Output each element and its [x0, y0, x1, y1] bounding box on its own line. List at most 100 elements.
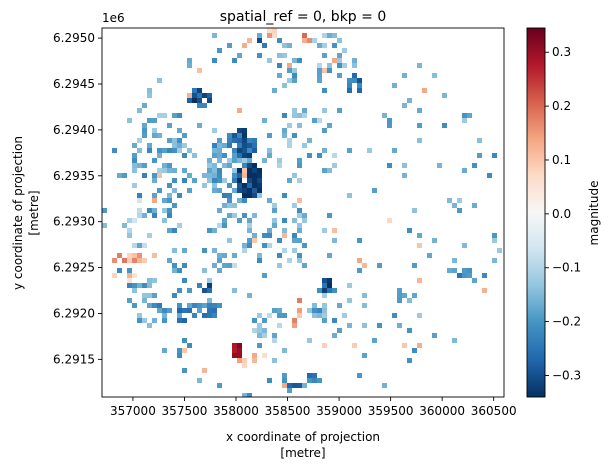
heatmap-cell: [237, 198, 242, 203]
heatmap-cell: [282, 228, 287, 233]
heatmap-cell: [242, 148, 247, 153]
heatmap-cell: [142, 283, 147, 288]
heatmap-cell: [247, 293, 252, 298]
heatmap-cell: [257, 328, 262, 333]
heatmap-cell: [272, 333, 277, 338]
heatmap-cell: [357, 78, 362, 83]
colorbar-tick-label: −0.1: [552, 261, 581, 275]
heatmap-cell: [207, 158, 212, 163]
heatmap-cell: [127, 258, 132, 263]
heatmap-cell: [247, 148, 252, 153]
heatmap-cell: [247, 218, 252, 223]
heatmap-cell: [162, 168, 167, 173]
heatmap-cell: [312, 303, 317, 308]
heatmap-cell: [332, 333, 337, 338]
heatmap-cell: [262, 328, 267, 333]
heatmap-cell: [462, 268, 467, 273]
heatmap-cell: [292, 323, 297, 328]
heatmap-cell: [412, 348, 417, 353]
heatmap-cell: [327, 123, 332, 128]
heatmap-cell: [217, 153, 222, 158]
heatmap-cell: [142, 213, 147, 218]
heatmap-cell: [157, 303, 162, 308]
heatmap-cell: [262, 273, 267, 278]
heatmap-cell: [292, 238, 297, 243]
x-tick-label: 357000: [110, 404, 156, 418]
heatmap-cell: [157, 188, 162, 193]
heatmap-cell: [157, 153, 162, 158]
heatmap-cell: [147, 293, 152, 298]
heatmap-cell: [182, 278, 187, 283]
heatmap-cell: [332, 153, 337, 158]
heatmap-cell: [152, 303, 157, 308]
heatmap-cell: [237, 143, 242, 148]
heatmap-cell: [182, 178, 187, 183]
heatmap-cell: [217, 48, 222, 53]
heatmap-cell: [297, 383, 302, 388]
heatmap-cell: [492, 238, 497, 243]
heatmap-cell: [387, 163, 392, 168]
heatmap-cell: [227, 158, 232, 163]
heatmap-cell: [207, 278, 212, 283]
x-tick-label: 360500: [471, 404, 517, 418]
heatmap-cell: [392, 148, 397, 153]
heatmap-cell: [142, 258, 147, 263]
heatmap-cell: [187, 308, 192, 313]
heatmap-cell: [192, 303, 197, 308]
heatmap-cell: [257, 313, 262, 318]
heatmap-cell: [192, 313, 197, 318]
heatmap-cell: [147, 283, 152, 288]
heatmap-cell: [317, 378, 322, 383]
heatmap-cell: [197, 283, 202, 288]
heatmap-cell: [277, 163, 282, 168]
heatmap-cell: [292, 73, 297, 78]
heatmap-cell: [147, 208, 152, 213]
heatmap-cell: [292, 218, 297, 223]
heatmap-cell: [197, 88, 202, 93]
heatmap-cell: [267, 153, 272, 158]
heatmap-cell: [232, 58, 237, 63]
heatmap-cell: [297, 163, 302, 168]
x-tick-label: 358500: [265, 404, 311, 418]
heatmap-cell: [477, 138, 482, 143]
heatmap-cell: [347, 283, 352, 288]
x-tick-label: 358000: [213, 404, 259, 418]
heatmap-cell: [277, 238, 282, 243]
heatmap-cell: [152, 253, 157, 258]
heatmap-cell: [207, 168, 212, 173]
heatmap-cell: [357, 258, 362, 263]
heatmap-cell: [222, 223, 227, 228]
heatmap-cell: [152, 118, 157, 123]
heatmap-cell: [142, 123, 147, 128]
heatmap-cell: [347, 193, 352, 198]
heatmap-cell: [417, 278, 422, 283]
heatmap-cell: [197, 93, 202, 98]
heatmap-cell: [217, 268, 222, 273]
heatmap-cell: [337, 58, 342, 63]
heatmap-cell: [217, 168, 222, 173]
heatmap-cell: [142, 163, 147, 168]
heatmap-cell: [232, 158, 237, 163]
heatmap-cell: [152, 128, 157, 133]
heatmap-cell: [172, 143, 177, 148]
heatmap-cell: [132, 288, 137, 293]
heatmap-cell: [132, 218, 137, 223]
heatmap-cell: [242, 213, 247, 218]
heatmap-cell: [282, 113, 287, 118]
heatmap-cell: [247, 193, 252, 198]
heatmap-cell: [162, 113, 167, 118]
heatmap-cell: [242, 128, 247, 133]
heatmap-cell: [292, 248, 297, 253]
heatmap-cell: [267, 28, 272, 33]
heatmap-cell: [207, 173, 212, 178]
heatmap-cell: [287, 138, 292, 143]
heatmap-cell: [217, 138, 222, 143]
heatmap-cell: [417, 123, 422, 128]
heatmap-cell: [242, 158, 247, 163]
heatmap-cell: [297, 228, 302, 233]
heatmap-cell: [312, 373, 317, 378]
heatmap-cell: [282, 83, 287, 88]
heatmap-cell: [137, 108, 142, 113]
heatmap-cell: [312, 38, 317, 43]
